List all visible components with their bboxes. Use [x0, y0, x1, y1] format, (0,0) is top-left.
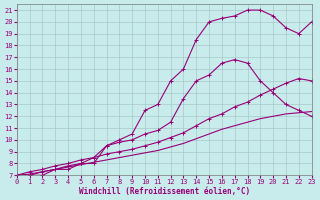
X-axis label: Windchill (Refroidissement éolien,°C): Windchill (Refroidissement éolien,°C): [79, 187, 250, 196]
